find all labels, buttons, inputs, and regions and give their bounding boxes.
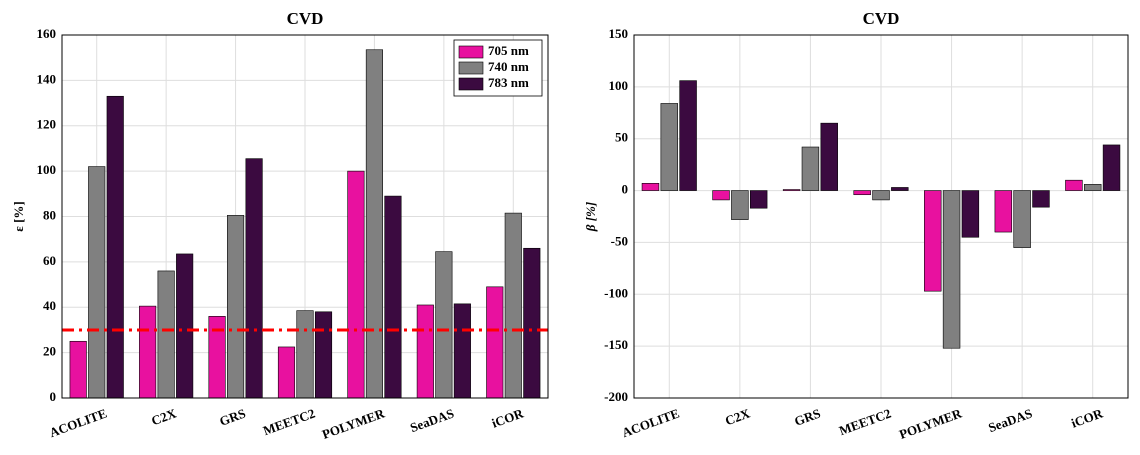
x-tick-label: GRS [217,406,247,429]
y-tick-label: 120 [37,117,57,132]
bar [1032,190,1050,208]
bar [69,340,87,399]
y-tick-label: 50 [615,130,628,145]
x-tick-label: POLYMER [320,405,387,442]
legend-swatch [458,45,484,59]
y-tick-label: 80 [43,207,56,222]
bar [853,190,871,196]
bar [942,190,961,349]
y-tick-label: 100 [37,162,57,177]
bar [731,190,749,220]
legend-swatch [458,61,484,75]
bar [782,189,801,191]
y-tick-label: -150 [604,337,628,352]
y-axis-label: β [%] [583,202,598,232]
bar [453,303,471,399]
y-axis-label: ε [%] [11,201,26,231]
bar [365,49,383,399]
x-tick-label: MEETC2 [261,406,317,439]
plot-frame [633,34,1129,399]
bar [994,190,1013,233]
chart-title: CVD [863,9,900,28]
bar [660,103,678,191]
bar [435,251,453,399]
y-tick-label: 100 [609,78,629,93]
y-tick-label: 0 [622,182,629,197]
x-tick-label: MEETC2 [837,406,893,439]
bar [486,286,504,399]
plot-frame [61,34,549,399]
legend-label: 705 nm [488,43,529,58]
bar [961,190,980,238]
bar [227,215,245,399]
x-tick-label: SeaDAS [986,406,1034,436]
legend-label: 740 nm [488,59,529,74]
bar [157,270,175,399]
y-tick-label: 40 [43,298,56,313]
x-tick-label: iCOR [1069,405,1105,430]
bar [416,304,434,399]
bar [523,247,541,399]
bar [801,146,820,191]
bar [749,190,768,209]
y-tick-label: 20 [43,344,56,359]
legend-swatch [458,77,484,91]
x-tick-label: ACOLITE [620,406,681,441]
bar [176,253,194,399]
bar [347,170,365,399]
bar [384,195,402,399]
bar [641,183,660,191]
bar [1013,190,1031,248]
y-tick-label: 150 [609,26,629,41]
bar [820,122,838,191]
y-tick-label: 60 [43,253,56,268]
y-tick-label: 0 [50,389,57,404]
y-tick-label: 160 [37,26,57,41]
chart-title: CVD [287,9,324,28]
y-tick-label: -100 [604,285,628,300]
bar [88,166,106,399]
x-tick-label: SeaDAS [408,406,456,436]
bar [277,346,296,399]
x-tick-label: iCOR [490,405,526,430]
bar [1084,184,1102,191]
legend-label: 783 nm [488,75,529,90]
bar [1065,179,1083,191]
bar [314,311,333,399]
x-tick-label: C2X [723,405,752,428]
bar [924,190,942,292]
bar [1102,144,1121,191]
bar [245,158,263,399]
x-tick-label: C2X [149,405,178,428]
y-tick-label: -50 [611,233,628,248]
bar [504,212,522,399]
bar [139,305,157,399]
x-tick-label: GRS [792,406,822,429]
bar [712,190,730,201]
y-tick-label: 140 [37,71,57,86]
x-tick-label: ACOLITE [47,406,108,441]
y-tick-label: -200 [604,389,628,404]
bar [891,187,909,191]
bar [679,80,697,191]
bar [296,310,314,399]
bar [872,190,890,201]
bar [106,95,124,399]
x-tick-label: POLYMER [897,405,964,442]
